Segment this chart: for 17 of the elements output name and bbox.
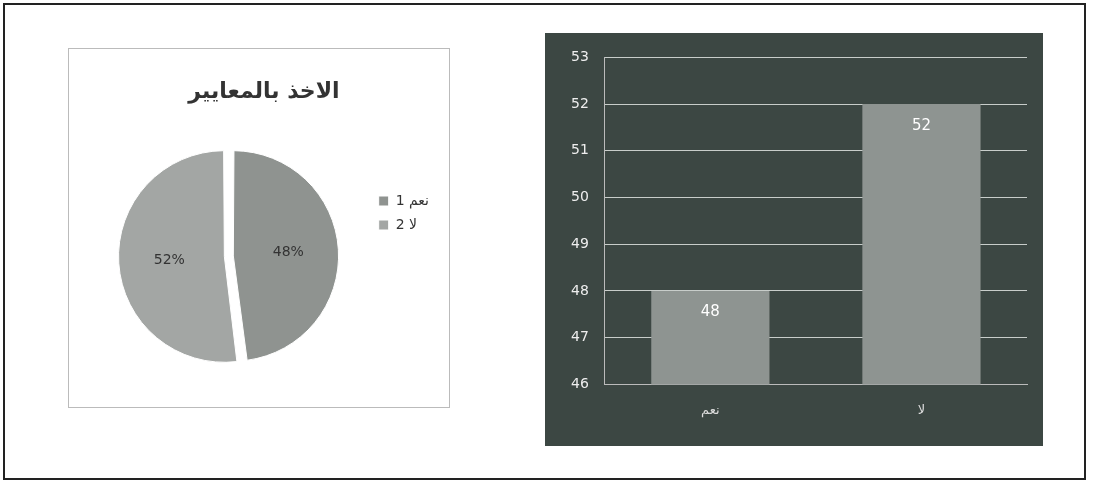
- legend-label: 1 نعم: [395, 191, 429, 209]
- y-tick-label: 46: [570, 375, 589, 392]
- y-tick-label: 51: [570, 141, 589, 158]
- x-tick-label: لا: [917, 401, 926, 417]
- y-tick-label: 53: [570, 48, 589, 65]
- legend-label: 2 لا: [395, 215, 418, 232]
- data-label: 52: [911, 115, 931, 134]
- data-label: 52%: [153, 250, 185, 267]
- data-label: 48%: [272, 243, 304, 260]
- y-tick-label: 50: [570, 188, 589, 205]
- data-label: 48: [700, 302, 720, 321]
- chart-title: الاخذ بالمعايير: [187, 77, 340, 104]
- y-tick-label: 52: [570, 94, 589, 111]
- x-tick-label: نعم: [701, 401, 720, 418]
- y-tick-label: 49: [570, 234, 589, 251]
- y-tick-label: 48: [570, 281, 589, 298]
- y-tick-label: 47: [570, 328, 589, 345]
